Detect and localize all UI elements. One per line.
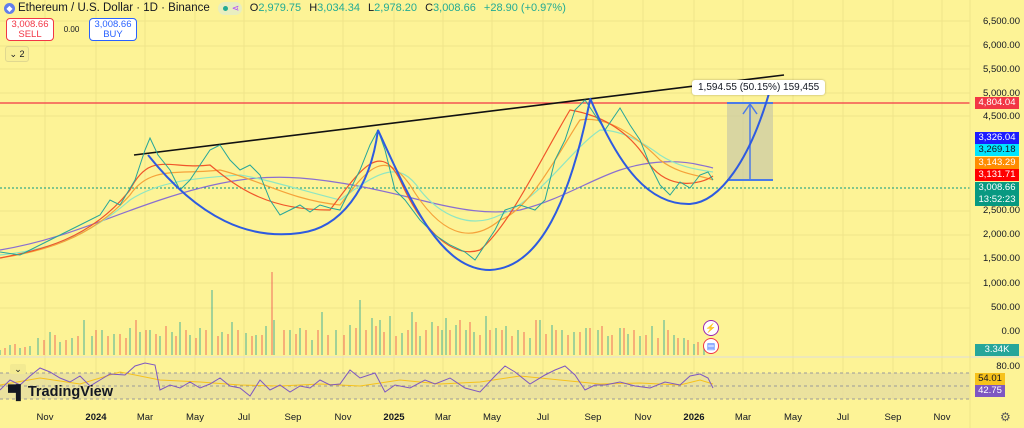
close-value: 3,008.66 <box>433 2 476 14</box>
buy-button[interactable]: 3,008.66 BUY <box>89 18 137 41</box>
indicators-collapse-button[interactable]: ⌄ 2 <box>5 46 29 62</box>
time-axis-label: May <box>784 412 802 423</box>
price-axis-label: 5,000.00 <box>983 88 1020 99</box>
time-axis-label: Nov <box>634 412 652 423</box>
price-axis-label: 2,500.00 <box>983 205 1020 216</box>
price-axis-label: 6,500.00 <box>983 16 1020 27</box>
tradingview-logo: ▀▌ TradingView <box>8 384 113 400</box>
resistance-price-tag: 4,804.04 <box>975 97 1019 109</box>
time-axis-label: Mar <box>136 412 154 423</box>
time-axis-label: May <box>186 412 204 423</box>
tradingview-logo-icon: ▀▌ <box>8 384 26 400</box>
time-axis-label: Nov <box>334 412 352 423</box>
sell-button[interactable]: 3,008.66 SELL <box>6 18 54 41</box>
ma-price-tag: 3,143.29 <box>975 157 1019 169</box>
ma-price-tag: 3,326.04 <box>975 132 1019 144</box>
market-status-icon[interactable]: ⋖ <box>217 1 242 15</box>
share-icon: ⋖ <box>231 2 240 13</box>
price-axis-label: 5,500.00 <box>983 64 1020 75</box>
price-axis-label: 0.00 <box>1001 326 1021 337</box>
ma-200 <box>0 161 714 251</box>
measure-tooltip: 1,594.55 (50.15%) 159,455 <box>692 80 826 95</box>
sell-label: SELL <box>18 28 42 40</box>
rsi-line <box>0 362 714 397</box>
rsi-collapse-button[interactable]: ⌄ <box>10 364 26 374</box>
time-axis-label: 2025 <box>383 412 405 423</box>
cup-curve <box>589 89 771 206</box>
price-axis-label: 4,500.00 <box>983 111 1020 122</box>
price-axis-label: 1,000.00 <box>983 278 1020 289</box>
high-value: 3,034.34 <box>317 2 360 14</box>
grid <box>0 0 970 400</box>
price-axis-label: 6,000.00 <box>983 40 1020 51</box>
rsi-ma-tag: 54.01 <box>975 373 1005 385</box>
volume-bars <box>0 272 705 355</box>
price-candles <box>0 99 714 261</box>
time-axis-label: Sep <box>584 412 602 423</box>
volume-tag: 3.34K <box>975 344 1019 356</box>
trend-line <box>133 74 785 156</box>
ma-price-tag: 3,131.71 <box>975 169 1019 181</box>
symbol-title[interactable]: Ethereum / U.S. Dollar · 1D · Binance <box>18 2 210 14</box>
buy-price: 3,008.66 <box>94 18 132 30</box>
cup-curve <box>377 99 591 272</box>
time-axis-label: Jul <box>836 412 850 423</box>
cup-curve <box>147 129 379 236</box>
us-flag-event-icon[interactable]: ▤ <box>703 338 719 354</box>
time-axis-label: Jul <box>536 412 550 423</box>
ohlc-values: O2,979.75 H3,034.34 L2,978.20 C3,008.66 … <box>249 2 566 14</box>
logo-text: TradingView <box>27 384 113 400</box>
price-axis-label: 500.00 <box>990 302 1020 313</box>
ma-price-tag: 3,269.18 <box>975 144 1019 156</box>
ma-20 <box>0 109 714 259</box>
time-axis-label: Nov <box>933 412 951 423</box>
buy-label: BUY <box>103 28 123 40</box>
countdown-tag: 13:52:23 <box>975 194 1019 206</box>
time-axis-label: Sep <box>884 412 902 423</box>
time-axis-label: 2024 <box>85 412 107 423</box>
time-axis-label: Nov <box>36 412 54 423</box>
last-price-tag: 3,008.66 <box>975 182 1019 194</box>
time-axis-label: 2026 <box>683 412 705 423</box>
time-axis-label: Mar <box>734 412 752 423</box>
ethereum-icon: ◆ <box>4 2 15 14</box>
price-axis-label: 1,500.00 <box>983 253 1020 264</box>
symbol-header: ◆ Ethereum / U.S. Dollar · 1D · Binance … <box>4 0 571 16</box>
settings-gear-icon[interactable]: ⚙ <box>1000 410 1011 424</box>
spread-value: 0.00 <box>63 25 80 34</box>
price-axis-label: 2,000.00 <box>983 229 1020 240</box>
open-value: 2,979.75 <box>258 2 302 14</box>
low-value: 2,978.20 <box>374 2 417 14</box>
change-value: +28.90 (+0.97%) <box>483 2 566 14</box>
time-axis-label: May <box>483 412 501 423</box>
ma-100 <box>0 129 714 256</box>
rsi-axis-label: 80.00 <box>996 361 1020 372</box>
trade-panel: 3,008.66 SELL 0.00 3,008.66 BUY <box>6 18 137 41</box>
time-axis-label: Sep <box>284 412 302 423</box>
time-axis-label: Mar <box>434 412 452 423</box>
time-axis-label: Jul <box>237 412 251 423</box>
event-lightning-icon[interactable]: ⚡ <box>703 320 719 336</box>
sell-price: 3,008.66 <box>11 18 49 30</box>
rsi-tag: 42.75 <box>975 385 1005 397</box>
